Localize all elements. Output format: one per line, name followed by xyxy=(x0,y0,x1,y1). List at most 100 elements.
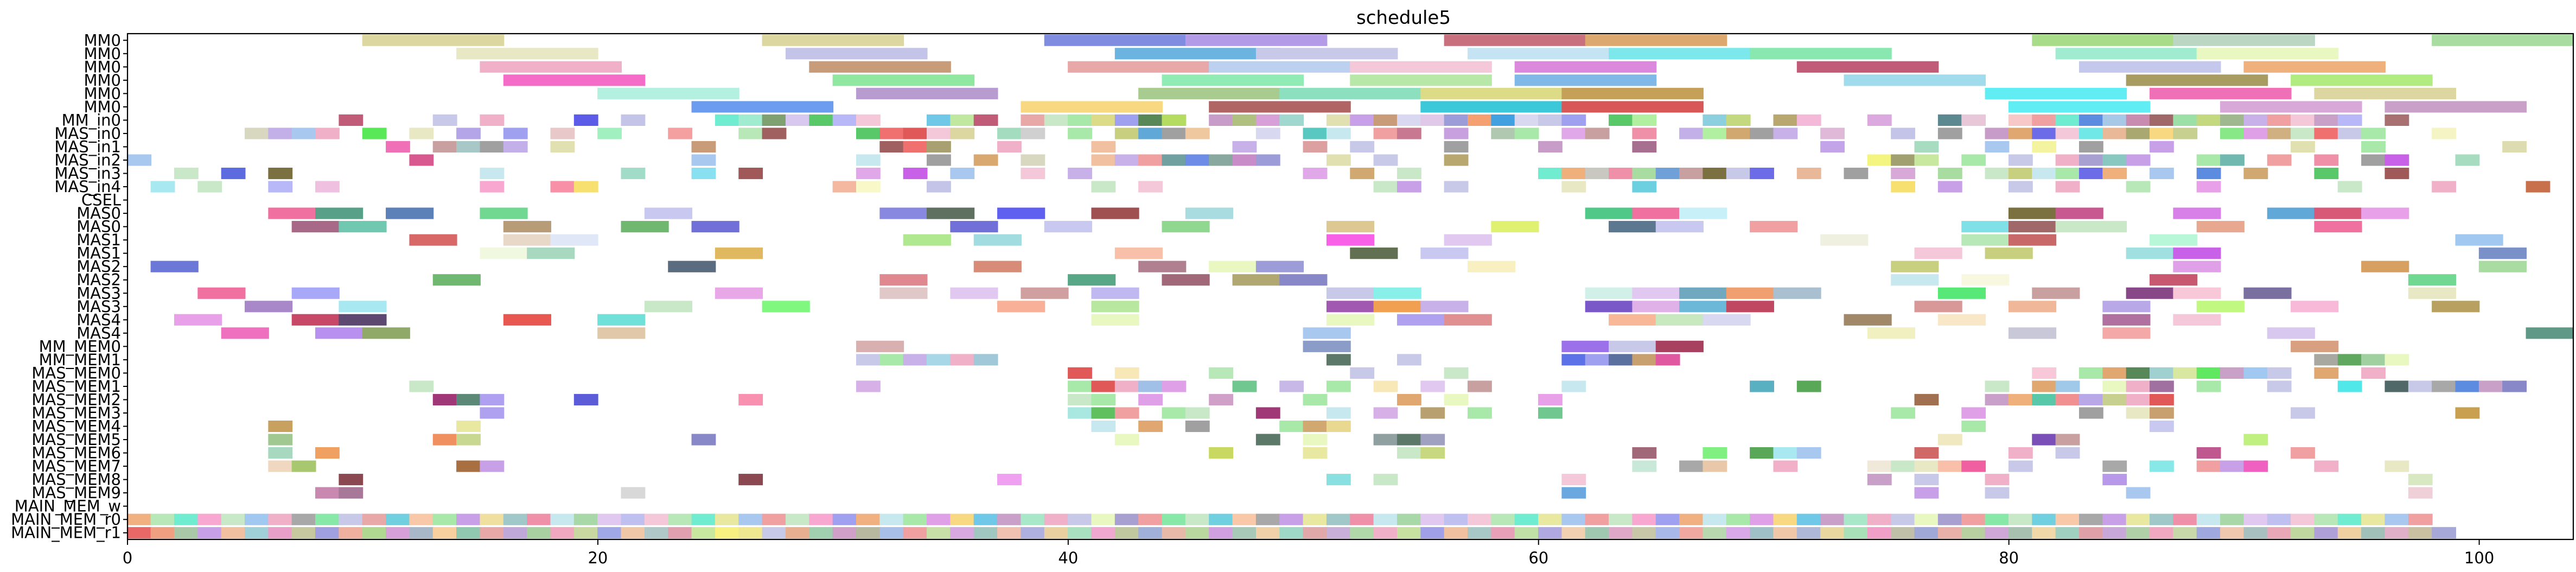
task-bar-489 xyxy=(856,380,881,392)
task-bar-182 xyxy=(879,141,904,153)
task-bar-152 xyxy=(1726,128,1751,139)
task-bar-50 xyxy=(2220,101,2362,113)
task-bar-403 xyxy=(244,301,293,313)
task-bar-816 xyxy=(1961,527,1986,539)
task-bar-740 xyxy=(174,527,199,539)
y-tick-label: MAS0 xyxy=(76,218,121,236)
task-bar-381 xyxy=(2150,274,2198,286)
task-bar-425 xyxy=(503,314,551,326)
task-bar-62 xyxy=(832,114,857,126)
task-bar-720 xyxy=(2008,513,2033,525)
task-bar-642 xyxy=(174,513,199,525)
task-bar-357 xyxy=(1914,247,1962,259)
task-bar-786 xyxy=(1255,527,1280,539)
task-bar-52 xyxy=(339,114,364,126)
task-bar-64 xyxy=(927,114,951,126)
task-bar-231 xyxy=(2267,154,2292,166)
task-bar-475 xyxy=(1444,367,1469,379)
task-bar-529 xyxy=(1397,393,1421,406)
task-bar-831 xyxy=(2314,527,2339,539)
task-bar-51 xyxy=(2384,101,2527,113)
task-bar-350 xyxy=(2455,234,2503,246)
task-bar-400 xyxy=(2173,287,2221,299)
task-bar-469 xyxy=(2361,354,2386,366)
task-bar-667 xyxy=(762,513,787,525)
task-bar-497 xyxy=(1326,380,1351,392)
task-bar-483 xyxy=(2220,367,2245,379)
task-bar-601 xyxy=(291,460,316,472)
y-tick-label: MM0 xyxy=(84,84,122,103)
task-bar-495 xyxy=(1232,380,1257,392)
task-bar-102 xyxy=(2102,114,2127,126)
task-bar-730 xyxy=(2243,513,2268,525)
task-bar-283 xyxy=(832,181,857,193)
y-tick-label: MAS4 xyxy=(76,324,121,342)
task-bar-3 xyxy=(1185,34,1328,46)
task-bar-228 xyxy=(2126,154,2151,166)
x-tick-label: 40 xyxy=(1058,549,1078,567)
task-bar-734 xyxy=(2337,513,2362,525)
task-bar-714 xyxy=(1867,513,1892,525)
task-bar-41 xyxy=(1985,87,2127,99)
task-bar-715 xyxy=(1891,513,1916,525)
task-bar-130 xyxy=(927,128,951,139)
task-bar-185 xyxy=(997,141,1022,153)
task-bar-530 xyxy=(1444,393,1469,406)
task-bar-56 xyxy=(621,114,646,126)
task-bar-286 xyxy=(1091,181,1116,193)
y-tick-label: MAS_MEM8 xyxy=(31,471,121,489)
task-bar-750 xyxy=(409,527,434,539)
task-bar-55 xyxy=(573,114,598,126)
task-bar-317 xyxy=(2173,207,2221,219)
task-bar-90 xyxy=(1632,114,1657,126)
task-bar-174 xyxy=(2432,128,2457,139)
task-bar-547 xyxy=(1255,407,1280,419)
task-bar-789 xyxy=(1326,527,1351,539)
task-bar-499 xyxy=(1420,380,1445,392)
task-bar-834 xyxy=(2384,527,2409,539)
task-bar-76 xyxy=(1255,114,1280,126)
task-bar-552 xyxy=(1538,407,1563,419)
task-bar-215 xyxy=(1232,154,1257,166)
task-bar-510 xyxy=(2196,380,2221,392)
task-bar-770 xyxy=(879,527,904,539)
task-bar-318 xyxy=(2267,207,2315,219)
task-bar-444 xyxy=(2008,327,2057,339)
task-bar-49 xyxy=(2008,101,2151,113)
task-bar-119 xyxy=(409,128,434,139)
task-bar-398 xyxy=(2032,287,2080,299)
task-bar-800 xyxy=(1585,527,1610,539)
task-bar-496 xyxy=(1279,380,1304,392)
task-bar-721 xyxy=(2032,513,2057,525)
task-bar-624 xyxy=(1326,474,1351,486)
task-bar-110 xyxy=(2291,114,2315,126)
task-bar-387 xyxy=(950,287,998,299)
task-bar-66 xyxy=(973,114,998,126)
task-bar-177 xyxy=(456,141,481,153)
task-bar-179 xyxy=(503,141,528,153)
task-bar-569 xyxy=(2150,420,2174,433)
task-bar-187 xyxy=(1232,141,1257,153)
task-bar-696 xyxy=(1444,513,1469,525)
task-bar-579 xyxy=(1420,434,1445,446)
task-bar-490 xyxy=(1068,380,1092,392)
task-bar-636 xyxy=(1914,487,1939,499)
task-bar-788 xyxy=(1303,527,1328,539)
task-bar-341 xyxy=(550,234,598,246)
task-bar-595 xyxy=(1914,447,1939,459)
task-bar-765 xyxy=(762,527,787,539)
task-bar-321 xyxy=(291,221,340,233)
task-bar-379 xyxy=(1891,274,1939,286)
task-bar-433 xyxy=(1703,314,1751,326)
task-bar-660 xyxy=(597,513,622,525)
task-bar-353 xyxy=(715,247,763,259)
task-bar-611 xyxy=(1937,460,1962,472)
task-bar-487 xyxy=(2361,367,2386,379)
task-bar-732 xyxy=(2291,513,2315,525)
task-bar-674 xyxy=(927,513,951,525)
task-bar-829 xyxy=(2267,527,2292,539)
y-tick-label: MM_MEM1 xyxy=(39,351,121,369)
task-bar-107 xyxy=(2220,114,2245,126)
task-bar-453 xyxy=(2291,340,2339,352)
